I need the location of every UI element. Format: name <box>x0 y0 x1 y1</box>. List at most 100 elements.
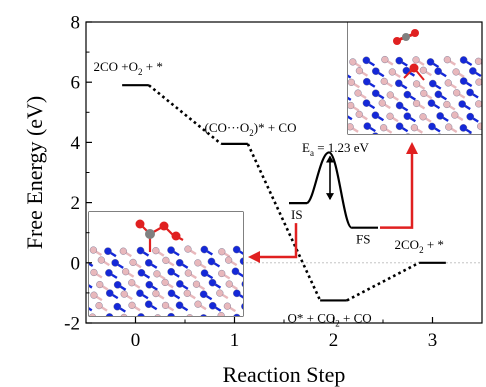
y-tick-label: 2 <box>71 193 81 214</box>
boron-atom <box>266 312 273 319</box>
nitrogen-atom <box>419 66 427 74</box>
bond <box>203 337 211 342</box>
boron-atom <box>200 245 209 254</box>
bond <box>348 74 352 79</box>
x-tick-label: 3 <box>428 330 438 351</box>
boron-atom <box>136 246 145 255</box>
bond <box>393 138 401 143</box>
bond <box>211 327 219 332</box>
nitrogen-atom <box>419 179 426 186</box>
bond <box>252 337 260 342</box>
boron-atom <box>363 122 372 130</box>
bond <box>93 317 101 322</box>
boron-atom <box>239 257 243 265</box>
structure-insets <box>80 21 483 366</box>
nitrogen-atom <box>120 356 127 363</box>
bond <box>343 181 351 186</box>
nitrogen-atom <box>223 302 231 310</box>
nitrogen-atom <box>129 258 137 267</box>
nitrogen-atom <box>475 166 482 173</box>
nitrogen-atom <box>89 313 96 316</box>
bond <box>439 160 447 165</box>
bond <box>89 262 94 268</box>
connector-0 <box>148 84 222 145</box>
boron-atom <box>426 58 435 66</box>
bond <box>422 160 430 165</box>
boron-atom <box>403 112 412 121</box>
boron-atom <box>200 334 207 341</box>
x-tick-label: 0 <box>131 330 141 351</box>
nitrogen-atom <box>152 336 159 343</box>
nitrogen-atom <box>225 280 233 288</box>
bond <box>158 318 166 323</box>
boron-atom <box>395 101 404 110</box>
boron-atom <box>468 155 475 162</box>
bond <box>431 149 439 154</box>
bond <box>180 351 188 356</box>
nitrogen-atom <box>186 357 193 364</box>
atom-field <box>80 212 277 366</box>
nitrogen-atom <box>129 323 136 330</box>
x-tick-label: 2 <box>329 330 339 351</box>
nitrogen-atom <box>128 279 136 287</box>
barrier-label: Ea = 1.23 eV <box>302 140 370 158</box>
nitrogen-atom <box>388 68 396 76</box>
bond <box>348 96 352 101</box>
nitrogen-atom <box>356 177 363 184</box>
nitrogen-atom <box>389 179 396 186</box>
boron-atom <box>80 325 87 332</box>
bond <box>383 170 391 175</box>
boron-atom <box>429 168 436 175</box>
arrow-to-is-structure <box>258 223 298 259</box>
nitrogen-atom <box>355 67 364 75</box>
boron-atom <box>340 111 347 118</box>
boron-atom <box>265 335 272 342</box>
nitrogen-atom <box>193 347 200 354</box>
bond <box>205 360 213 365</box>
is-label: IS <box>291 207 303 222</box>
nitrogen-atom <box>184 245 192 253</box>
bond <box>447 172 455 177</box>
nitrogen-atom <box>128 301 136 309</box>
y-tick-label: 6 <box>71 73 81 94</box>
boron-atom <box>200 269 209 277</box>
arrow-head-up <box>406 142 418 154</box>
bond <box>267 295 275 300</box>
nitrogen-atom <box>348 101 355 110</box>
bond <box>260 306 268 311</box>
bond <box>261 349 269 354</box>
nitrogen-atom <box>153 270 161 278</box>
nitrogen-atom <box>152 247 160 255</box>
bond <box>149 326 157 331</box>
fs-label: FS <box>356 232 370 247</box>
bond <box>172 338 180 343</box>
boron-atom <box>104 356 111 363</box>
bond <box>89 307 93 312</box>
bond <box>457 138 465 143</box>
nitrogen-atom <box>192 280 201 288</box>
bond <box>353 169 361 174</box>
x-axis-label: Reaction Step <box>223 362 346 387</box>
arrow-to-fs-structure <box>380 152 414 229</box>
bond <box>157 361 165 366</box>
boron-atom <box>395 122 404 131</box>
atom-field <box>340 22 482 187</box>
nitrogen-atom <box>453 155 460 162</box>
boron-atom <box>403 154 410 161</box>
bond <box>415 171 423 176</box>
boron-atom <box>167 267 175 276</box>
bond <box>93 361 101 366</box>
bond <box>422 182 430 187</box>
boron-atom <box>436 156 443 163</box>
nitrogen-atom <box>249 334 256 341</box>
nitrogen-atom <box>97 256 105 264</box>
bond <box>269 272 277 277</box>
bond <box>253 272 261 277</box>
boron-atom <box>427 145 434 152</box>
nitrogen-atom <box>120 290 128 298</box>
bond <box>269 339 277 344</box>
carbon-atom <box>145 229 155 239</box>
boron-atom <box>208 301 217 310</box>
boron-atom <box>397 167 404 174</box>
nitrogen-atom <box>89 246 98 254</box>
